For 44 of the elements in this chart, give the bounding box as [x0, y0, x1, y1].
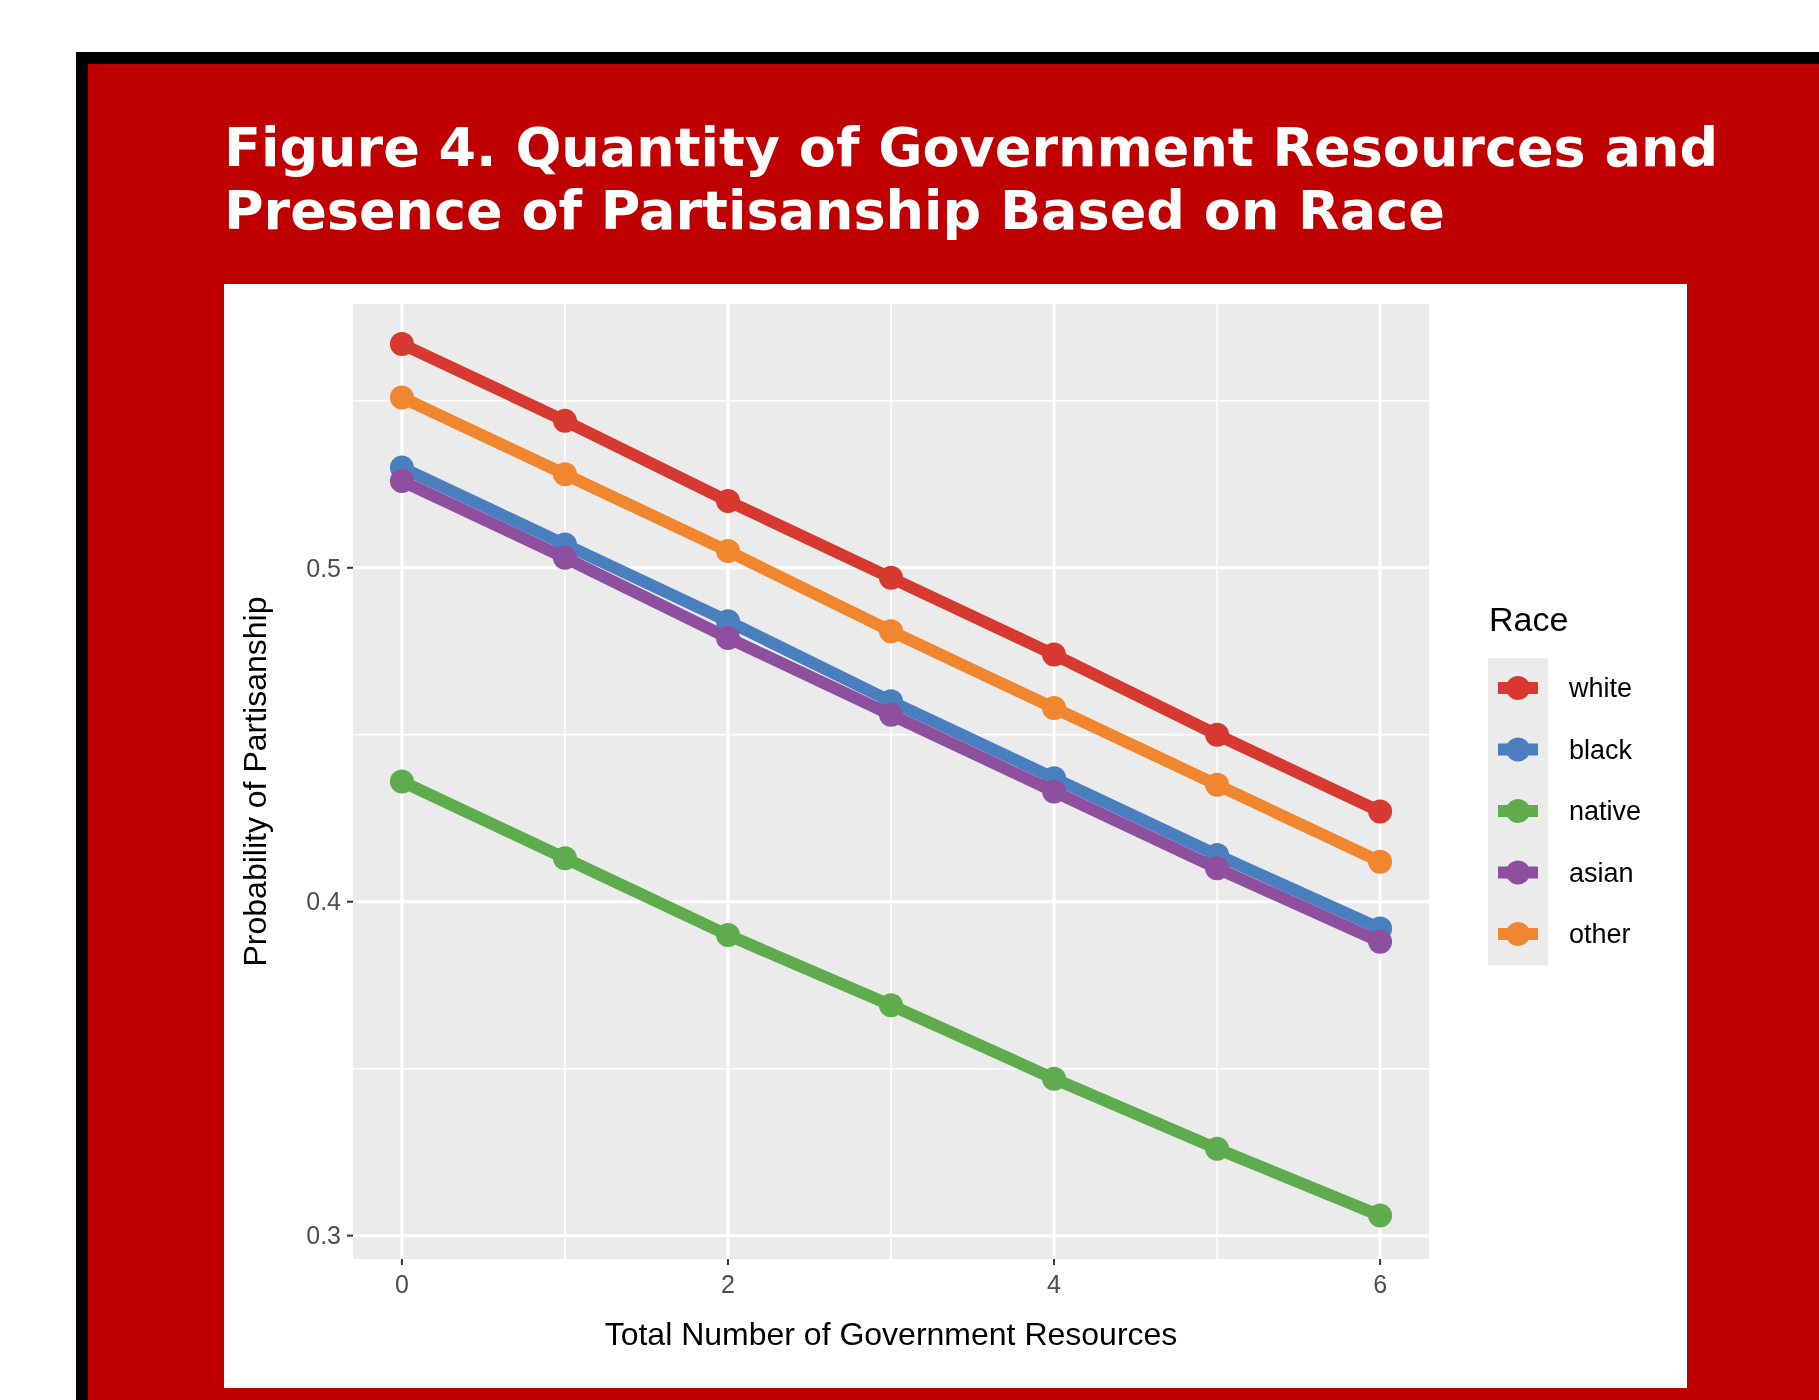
point: [715, 625, 740, 650]
x-tick-label: 2: [721, 1270, 735, 1298]
legend-label: asian: [1569, 857, 1634, 888]
point: [389, 468, 414, 493]
y-tick-label: 0.3: [306, 1221, 341, 1250]
point: [1205, 1136, 1230, 1161]
point: [715, 489, 740, 514]
legend-label: white: [1568, 673, 1633, 704]
point: [389, 332, 414, 357]
point: [715, 539, 740, 564]
point: [1368, 799, 1393, 824]
x-axis-title: Total Number of Government Resources: [604, 1316, 1178, 1352]
point: [1368, 849, 1393, 874]
point: [1042, 1066, 1067, 1091]
point: [879, 565, 903, 590]
point: [1042, 642, 1067, 667]
point: [1205, 856, 1230, 881]
x-tick-label: 0: [394, 1270, 409, 1298]
legend-label: black: [1569, 734, 1633, 765]
x-tick-label: 4: [1047, 1270, 1062, 1298]
point: [389, 385, 414, 410]
chart-title: Figure 4. Quantity of Government Resources and Presence of Partisanship Based on Race: [224, 116, 1719, 242]
point: [879, 702, 903, 727]
point: [1042, 696, 1067, 721]
point: [1205, 772, 1230, 797]
point: [552, 408, 577, 433]
point: [1042, 779, 1067, 804]
y-tick-label: 0.4: [306, 887, 342, 916]
point: [389, 769, 414, 794]
point: [552, 545, 577, 570]
point: [1205, 722, 1230, 747]
y-axis-title: Probability of Partisanship: [237, 596, 273, 967]
x-tick-label: 6: [1373, 1270, 1388, 1298]
point: [552, 846, 577, 871]
point: [1368, 929, 1393, 954]
point: [715, 923, 740, 948]
y-tick-label: 0.5: [306, 553, 341, 582]
legend-label: native: [1569, 796, 1642, 827]
point: [879, 619, 903, 644]
point: [552, 462, 577, 487]
legend-label: other: [1569, 919, 1631, 950]
legend-title: Race: [1489, 600, 1569, 638]
point: [1368, 1203, 1393, 1228]
point: [879, 993, 903, 1018]
